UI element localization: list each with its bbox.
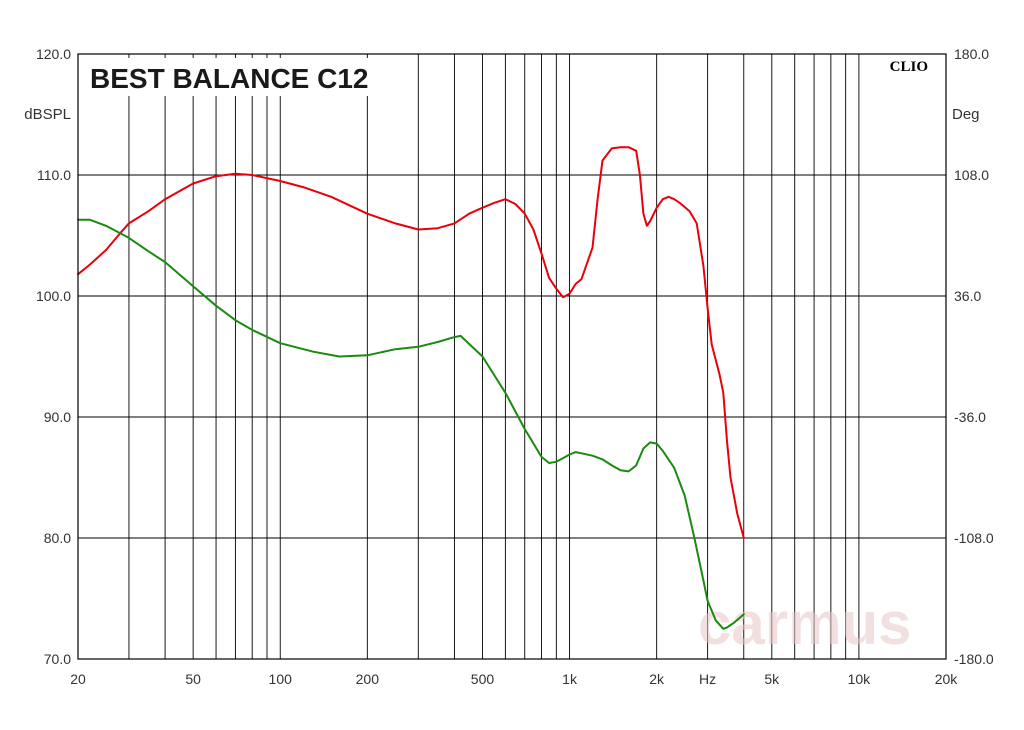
y-tick-label: 80.0 bbox=[44, 530, 71, 546]
series-line-green bbox=[77, 218, 745, 630]
y2-tick-label: -36.0 bbox=[954, 409, 986, 425]
plot-background bbox=[78, 54, 946, 659]
tick-labels: 120.0 110.0 100.0 90.0 80.0 70.0 180.0 108.0 36.… bbox=[36, 46, 994, 687]
x-tick-label: 50 bbox=[185, 671, 201, 687]
y-tick-label: 110.0 bbox=[37, 167, 71, 183]
watermark: carmus bbox=[698, 590, 911, 657]
y2-tick-label: -108.0 bbox=[954, 530, 994, 546]
x-tick-label: 20k bbox=[935, 671, 959, 687]
plot-frame bbox=[77, 53, 947, 660]
x-tick-label: 20 bbox=[70, 671, 86, 687]
y-tick-label: 90.0 bbox=[44, 409, 71, 425]
x-tick-label: Hz bbox=[699, 671, 716, 687]
y-tick-label: 120.0 bbox=[36, 46, 71, 62]
x-tick-label: 2k bbox=[649, 671, 665, 687]
brand-label: CLIO bbox=[890, 59, 928, 75]
y-axis-right-unit: Deg bbox=[952, 106, 980, 123]
x-tick-label: 200 bbox=[356, 671, 380, 687]
y2-tick-label: 180.0 bbox=[954, 46, 989, 62]
series-lines bbox=[77, 146, 745, 630]
x-tick-label: 100 bbox=[269, 671, 293, 687]
y-axis-left-unit: dBSPL bbox=[24, 106, 71, 123]
y2-tick-label: -180.0 bbox=[954, 651, 994, 667]
y-tick-label: 100.0 bbox=[36, 288, 71, 304]
chart-title: BEST BALANCE C12 bbox=[90, 63, 368, 94]
brand-label-box bbox=[880, 57, 932, 75]
x-tick-label: 500 bbox=[471, 671, 495, 687]
x-tick-label: 10k bbox=[848, 671, 872, 687]
chart-title-box bbox=[86, 58, 370, 96]
x-tick-label: 5k bbox=[764, 671, 780, 687]
x-tick-label: 1k bbox=[562, 671, 578, 687]
grid bbox=[78, 54, 946, 659]
y-tick-label: 70.0 bbox=[44, 651, 71, 667]
series-line-red bbox=[77, 146, 745, 539]
y2-tick-label: 108.0 bbox=[954, 167, 989, 183]
y2-tick-label: 36.0 bbox=[954, 288, 981, 304]
